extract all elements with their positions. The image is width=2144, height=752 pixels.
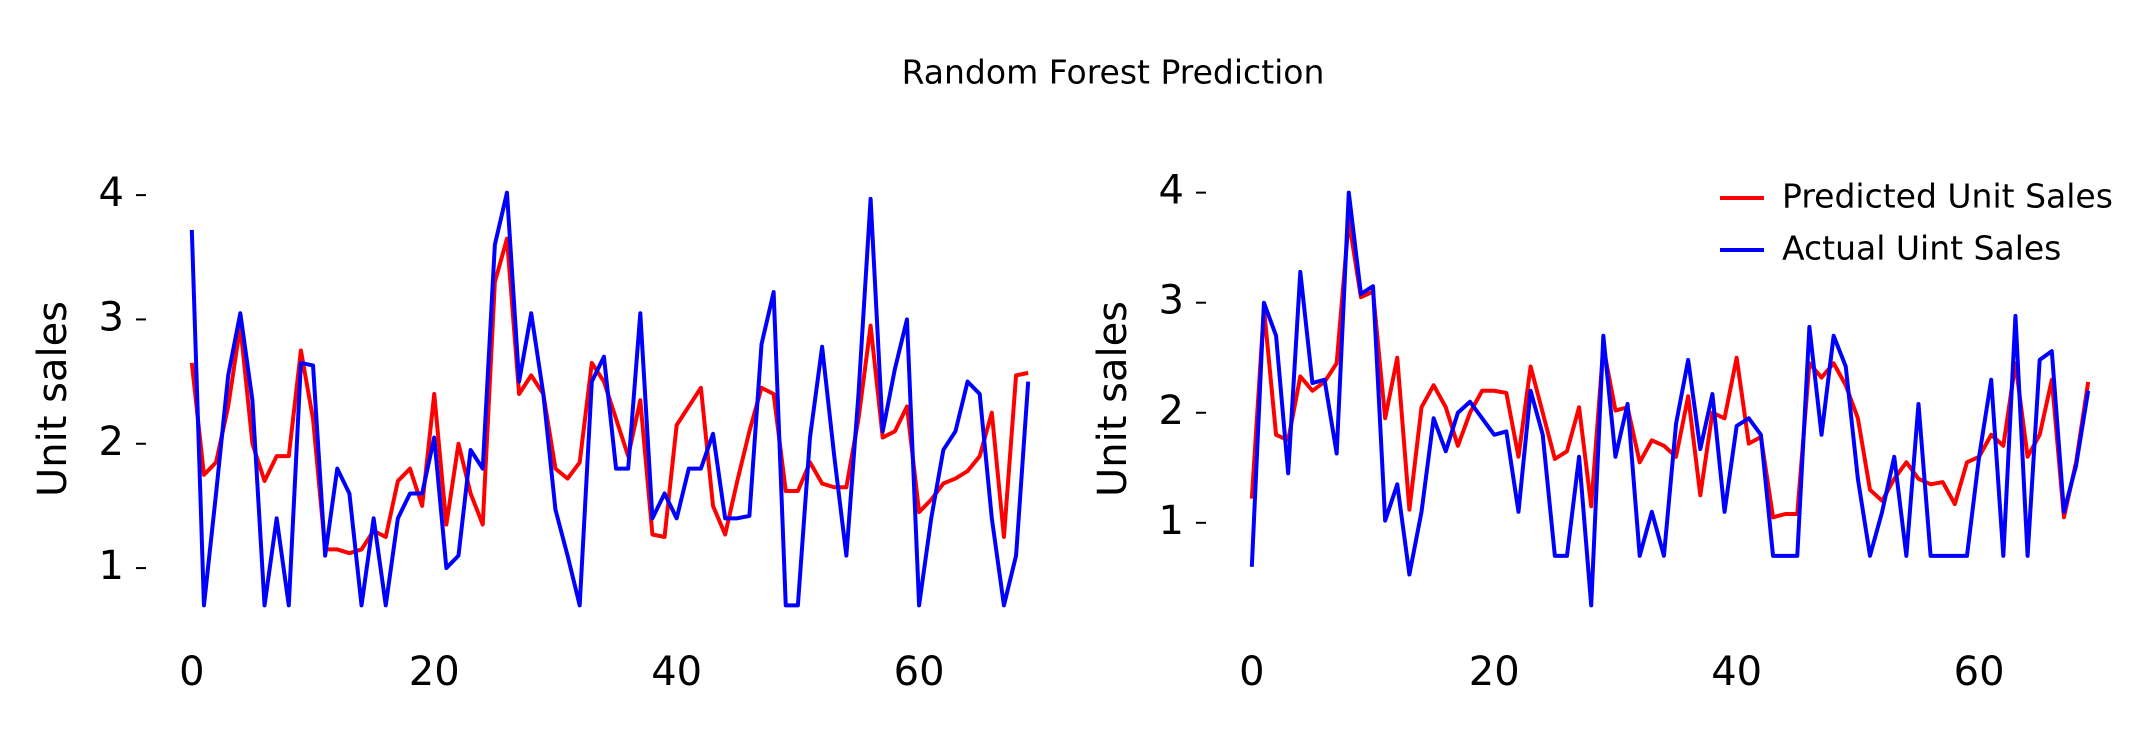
y-tick-label: 1 [1159, 498, 1184, 544]
figure-title: Random Forest Prediction [902, 53, 1325, 92]
series-line [1249, 190, 2091, 608]
x-tick-label: 40 [651, 649, 702, 695]
series-line [189, 190, 1031, 608]
y-tick-label: 3 [99, 294, 124, 340]
y-tick-label: 4 [1159, 168, 1184, 214]
series-line [1249, 218, 2091, 520]
y-tick-label: 3 [1159, 278, 1184, 324]
legend-label: Predicted Unit Sales [1782, 177, 2113, 216]
y-tick-label: 4 [99, 170, 124, 216]
y-tick-label: 2 [1159, 388, 1184, 434]
x-tick-label: 0 [1239, 649, 1264, 695]
y-tick-label: 2 [99, 419, 124, 465]
x-tick-label: 20 [1469, 649, 1520, 695]
x-tick-label: 40 [1711, 649, 1762, 695]
x-tick-label: 20 [409, 649, 460, 695]
y-axis-label: Unit sales [30, 301, 76, 497]
x-tick-label: 0 [179, 649, 204, 695]
y-tick-label: 1 [99, 543, 124, 589]
x-tick-label: 60 [1954, 649, 2005, 695]
legend-label: Actual Uint Sales [1782, 229, 2061, 268]
x-tick-label: 60 [894, 649, 945, 695]
y-axis-label: Unit sales [1090, 301, 1136, 497]
